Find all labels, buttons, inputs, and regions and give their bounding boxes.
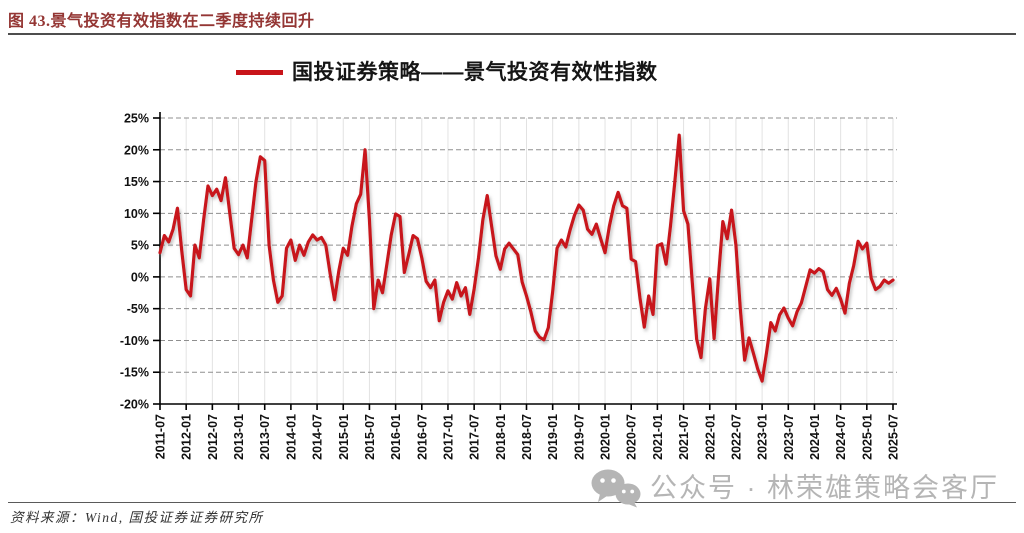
svg-text:2024-01: 2024-01 (808, 414, 822, 460)
svg-text:2024-07: 2024-07 (834, 414, 848, 460)
watermark: 公众号 · 林荣雄策略会客厅 (590, 468, 999, 508)
svg-text:15%: 15% (124, 175, 149, 189)
svg-text:2016-01: 2016-01 (389, 414, 403, 460)
svg-text:2015-07: 2015-07 (363, 414, 377, 460)
svg-text:2017-01: 2017-01 (441, 414, 455, 460)
svg-text:2016-07: 2016-07 (415, 414, 429, 460)
source-note: 资料来源：Wind, 国投证券证券研究所 (10, 510, 264, 525)
svg-text:2020-01: 2020-01 (599, 414, 613, 460)
svg-text:2014-01: 2014-01 (284, 414, 298, 460)
svg-text:5%: 5% (131, 239, 149, 253)
svg-text:2013-07: 2013-07 (258, 414, 272, 460)
svg-text:2021-01: 2021-01 (651, 414, 665, 460)
legend-line-marker-icon (236, 69, 283, 75)
svg-text:2025-07: 2025-07 (887, 414, 901, 460)
svg-text:2019-01: 2019-01 (546, 414, 560, 460)
svg-text:2022-01: 2022-01 (703, 414, 717, 460)
svg-text:0%: 0% (131, 270, 149, 284)
y-axis-labels: 25% 20% 15% 10% 5% 0% -5% -10% -15% -20% (120, 112, 149, 412)
source-divider (8, 502, 1016, 503)
series-line (158, 133, 895, 383)
watermark-text: 公众号 · 林荣雄策略会客厅 (650, 472, 999, 503)
chart-legend: 国投证券策略——景气投资有效性指数 (236, 56, 658, 86)
svg-text:20%: 20% (124, 143, 149, 157)
svg-text:25%: 25% (124, 112, 149, 126)
svg-text:2014-07: 2014-07 (311, 414, 325, 460)
x-axis-labels: 2011-07 2012-01 2012-07 2013-01 2013-07 2014-… (154, 414, 901, 460)
svg-text:2019-07: 2019-07 (572, 414, 586, 460)
svg-text:-5%: -5% (127, 302, 149, 316)
svg-text:2022-07: 2022-07 (729, 414, 743, 460)
svg-text:2017-07: 2017-07 (468, 414, 482, 460)
svg-text:-20%: -20% (120, 398, 149, 412)
svg-text:2023-07: 2023-07 (782, 414, 796, 460)
svg-text:2011-07: 2011-07 (154, 414, 168, 459)
axes (153, 112, 897, 410)
svg-text:2015-01: 2015-01 (337, 414, 351, 460)
legend-series-label: 国投证券策略——景气投资有效性指数 (292, 61, 658, 84)
svg-text:2021-07: 2021-07 (677, 414, 691, 460)
svg-text:10%: 10% (124, 207, 149, 221)
svg-text:2020-07: 2020-07 (625, 414, 639, 460)
svg-text:2018-07: 2018-07 (520, 414, 534, 460)
svg-text:2013-01: 2013-01 (232, 414, 246, 460)
wechat-icon (590, 468, 642, 508)
svg-text:2012-07: 2012-07 (206, 414, 220, 460)
title-divider (8, 33, 1016, 35)
svg-text:-15%: -15% (120, 366, 149, 380)
svg-text:2023-01: 2023-01 (756, 414, 770, 460)
svg-text:2012-01: 2012-01 (180, 414, 194, 460)
svg-text:-10%: -10% (120, 334, 149, 348)
figure-title: 图 43.景气投资有效指数在二季度持续回升 (8, 13, 315, 30)
svg-text:2025-01: 2025-01 (860, 414, 874, 460)
svg-text:2018-01: 2018-01 (494, 414, 508, 460)
vertical-gridlines (185, 118, 894, 404)
